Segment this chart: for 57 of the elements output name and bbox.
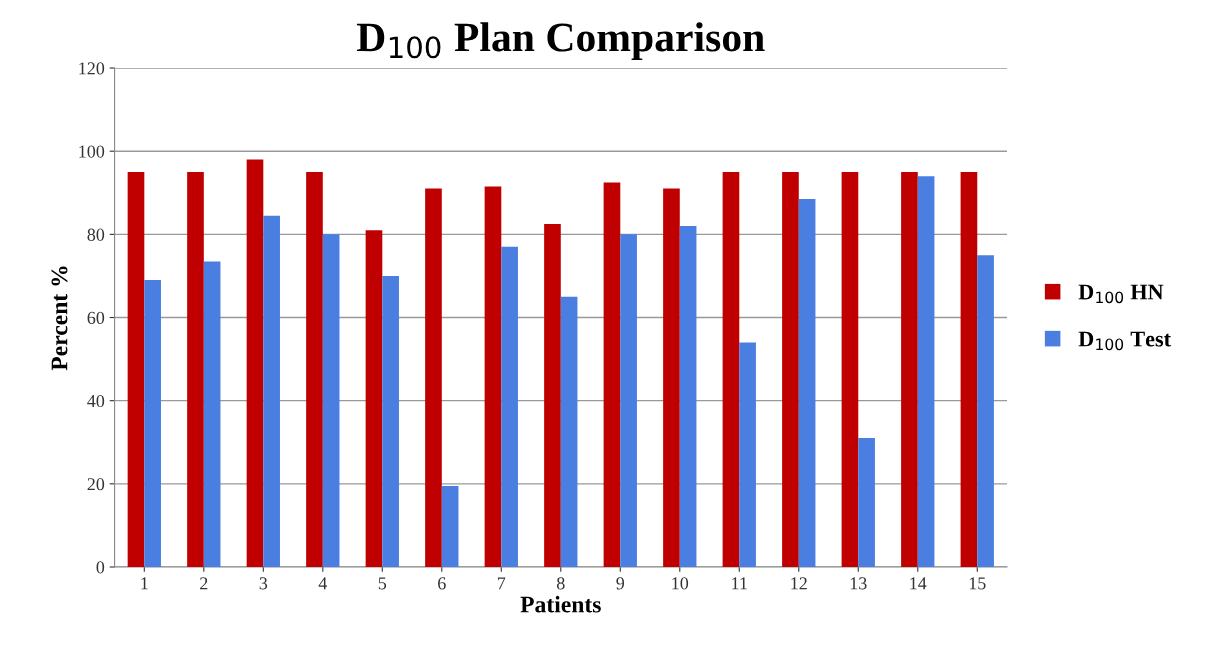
bar	[382, 275, 399, 567]
bar	[663, 188, 680, 567]
legend-label: D$_{100}$ HN	[1078, 284, 1164, 304]
bar	[722, 171, 740, 567]
bar	[306, 171, 323, 567]
x-tick-label: 13	[850, 577, 867, 590]
bar	[322, 234, 340, 567]
bar	[187, 171, 204, 567]
x-tick-label: 6	[438, 577, 446, 590]
legend-label: D$_{100}$ Test	[1078, 331, 1171, 351]
bar	[560, 296, 578, 567]
x-tick-label: 11	[732, 577, 747, 590]
bar	[127, 171, 145, 567]
x-tick-label: 2	[200, 577, 208, 590]
bar	[798, 199, 816, 567]
x-axis-title: Patients	[520, 595, 601, 613]
y-tick-label: 100	[79, 145, 105, 158]
bar	[425, 188, 442, 567]
x-tick-label: 4	[318, 577, 328, 590]
y-tick-label: 120	[79, 62, 105, 75]
x-tick-label: 10	[672, 577, 689, 590]
x-tick-label: 15	[969, 577, 986, 590]
bar	[484, 186, 502, 567]
x-tick-label: 12	[791, 577, 807, 590]
bar	[544, 223, 561, 567]
x-tick-label: 5	[378, 577, 387, 590]
bar	[620, 234, 637, 567]
x-tick-label: 9	[616, 577, 625, 590]
chart-title: D$_{100}$ Plan Comparison	[356, 22, 765, 60]
bar	[679, 226, 697, 567]
bar	[960, 171, 978, 567]
bar	[782, 171, 799, 567]
y-tick-label: 60	[87, 311, 105, 324]
y-tick-label: 80	[87, 228, 105, 241]
y-axis-title: Percent %	[51, 266, 68, 371]
bar	[603, 182, 621, 567]
y-tick-label: 20	[87, 478, 105, 491]
bar	[917, 176, 935, 567]
x-tick-label: 14	[910, 577, 927, 590]
bar	[365, 230, 383, 567]
x-tick-label: 1	[141, 577, 148, 590]
bar	[841, 171, 859, 567]
bar	[441, 485, 459, 567]
x-tick-label: 3	[259, 577, 268, 590]
bar	[739, 342, 756, 567]
bar	[144, 280, 161, 567]
bar	[203, 261, 221, 567]
bar	[977, 255, 994, 567]
y-tick-label: 40	[87, 394, 105, 408]
bar	[901, 171, 918, 567]
bar	[263, 215, 280, 567]
x-tick-label: 7	[497, 577, 506, 590]
y-tick-label: 0	[96, 561, 105, 574]
bar	[858, 438, 875, 567]
bar	[246, 159, 264, 567]
bar	[501, 246, 518, 567]
x-tick-label: 8	[556, 577, 565, 590]
